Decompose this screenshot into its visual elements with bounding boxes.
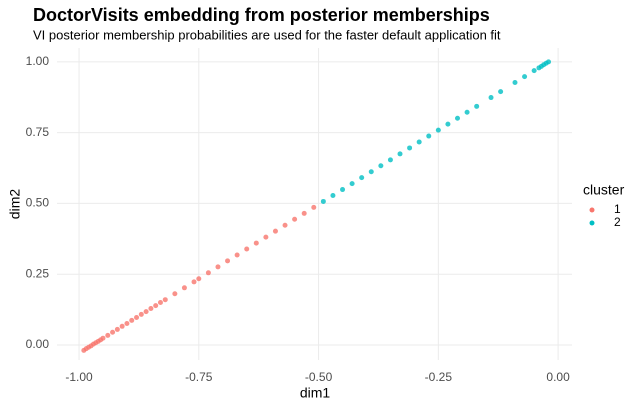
point bbox=[464, 109, 470, 115]
point bbox=[100, 335, 106, 341]
x-tick-label: -0.75 bbox=[185, 370, 213, 384]
point bbox=[498, 89, 504, 95]
point bbox=[119, 323, 125, 329]
point bbox=[172, 291, 178, 297]
point bbox=[301, 210, 307, 216]
point bbox=[244, 246, 250, 252]
point bbox=[129, 317, 135, 323]
x-tick-label: -0.50 bbox=[305, 370, 333, 384]
x-axis-label: dim1 bbox=[300, 385, 331, 401]
point bbox=[148, 305, 154, 311]
point bbox=[512, 80, 518, 86]
point bbox=[143, 309, 149, 315]
point bbox=[546, 59, 552, 65]
point bbox=[282, 222, 288, 228]
legend-swatch bbox=[589, 220, 595, 226]
y-tick-label: 1.00 bbox=[26, 54, 50, 68]
y-tick-label: 0.25 bbox=[26, 266, 50, 280]
legend-label: 2 bbox=[614, 215, 621, 229]
point bbox=[378, 163, 384, 169]
point bbox=[330, 193, 336, 199]
point bbox=[349, 181, 355, 187]
point bbox=[124, 320, 130, 326]
chart-title: DoctorVisits embedding from posterior me… bbox=[33, 5, 490, 25]
point bbox=[253, 240, 259, 246]
point bbox=[225, 258, 231, 264]
x-tick-label: -0.25 bbox=[425, 370, 453, 384]
point bbox=[320, 198, 326, 204]
legend-swatch bbox=[589, 207, 595, 213]
point bbox=[162, 297, 168, 303]
point bbox=[263, 234, 269, 240]
point bbox=[416, 139, 422, 145]
point bbox=[474, 103, 480, 109]
point bbox=[134, 315, 140, 321]
legend-label: 1 bbox=[614, 202, 621, 216]
legend-title: cluster bbox=[583, 182, 625, 198]
point bbox=[435, 127, 441, 133]
point bbox=[114, 326, 120, 332]
point bbox=[407, 145, 413, 151]
point bbox=[205, 270, 211, 276]
point bbox=[445, 121, 451, 127]
x-tick-label: 0.00 bbox=[546, 370, 570, 384]
point bbox=[397, 151, 403, 157]
point bbox=[110, 329, 116, 335]
point bbox=[157, 300, 163, 306]
point bbox=[272, 228, 278, 234]
point bbox=[359, 175, 365, 181]
x-tick-label: -1.00 bbox=[65, 370, 93, 384]
point bbox=[138, 311, 144, 317]
point bbox=[368, 169, 374, 175]
point bbox=[531, 68, 537, 74]
point bbox=[292, 216, 298, 222]
y-tick-label: 0.00 bbox=[26, 337, 50, 351]
point bbox=[105, 332, 111, 338]
point bbox=[196, 276, 202, 282]
point bbox=[153, 303, 159, 309]
point bbox=[340, 187, 346, 193]
grid bbox=[57, 48, 572, 360]
point bbox=[387, 157, 393, 163]
point bbox=[234, 252, 240, 258]
y-tick-label: 0.75 bbox=[26, 125, 50, 139]
point bbox=[522, 74, 528, 80]
point bbox=[455, 115, 461, 121]
point bbox=[488, 95, 494, 101]
point bbox=[215, 264, 221, 270]
point bbox=[181, 285, 187, 291]
chart-subtitle: VI posterior membership probabilities ar… bbox=[33, 27, 501, 42]
y-axis-label: dim2 bbox=[7, 189, 23, 220]
point bbox=[426, 133, 432, 139]
y-tick-label: 0.50 bbox=[26, 196, 50, 210]
point bbox=[191, 279, 197, 285]
point bbox=[311, 204, 317, 210]
